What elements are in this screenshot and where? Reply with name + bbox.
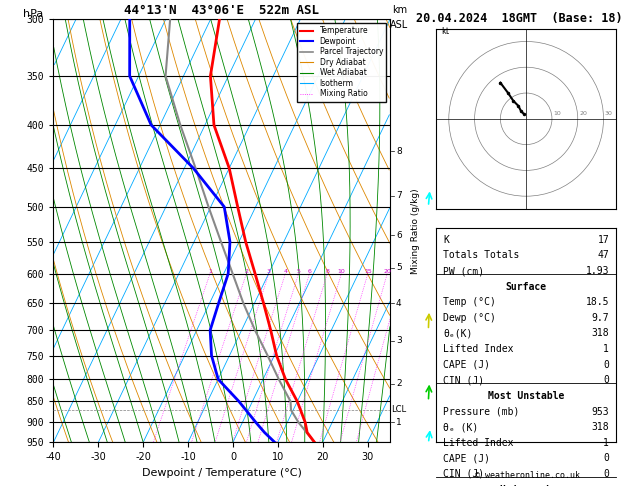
Text: 20: 20 <box>383 269 391 274</box>
Text: 5: 5 <box>396 263 402 272</box>
Text: Lifted Index: Lifted Index <box>443 438 514 448</box>
Text: Dewp (°C): Dewp (°C) <box>443 313 496 323</box>
Text: 18.5: 18.5 <box>586 297 610 307</box>
Text: 7: 7 <box>396 191 402 200</box>
Text: 30: 30 <box>605 111 613 116</box>
Text: 953: 953 <box>591 407 610 417</box>
Text: 9.7: 9.7 <box>591 313 610 323</box>
Text: 1: 1 <box>396 418 402 427</box>
Text: PW (cm): PW (cm) <box>443 266 484 276</box>
Text: 3: 3 <box>396 336 402 345</box>
Text: 1: 1 <box>208 269 212 274</box>
Text: LCL: LCL <box>391 405 406 415</box>
Text: 1: 1 <box>603 344 610 354</box>
Text: 0: 0 <box>603 453 610 463</box>
Title: 44°13'N  43°06'E  522m ASL: 44°13'N 43°06'E 522m ASL <box>124 4 320 17</box>
Text: 17: 17 <box>598 235 610 245</box>
Text: 4: 4 <box>283 269 287 274</box>
Text: CIN (J): CIN (J) <box>443 469 484 479</box>
Text: 0: 0 <box>603 360 610 370</box>
Text: 2: 2 <box>396 379 401 388</box>
Text: 0: 0 <box>603 469 610 479</box>
Text: Pressure (mb): Pressure (mb) <box>443 407 520 417</box>
Text: 1.93: 1.93 <box>586 266 610 276</box>
Text: CIN (J): CIN (J) <box>443 375 484 385</box>
Text: 10: 10 <box>338 269 345 274</box>
Text: 8: 8 <box>396 147 402 156</box>
Text: Lifted Index: Lifted Index <box>443 344 514 354</box>
Text: Hodograph: Hodograph <box>499 485 553 486</box>
Text: 5: 5 <box>296 269 301 274</box>
Text: km: km <box>392 5 407 15</box>
Text: 2: 2 <box>244 269 248 274</box>
Text: 3: 3 <box>267 269 271 274</box>
Text: θₑ (K): θₑ (K) <box>443 422 479 432</box>
Text: 8: 8 <box>325 269 329 274</box>
Text: ASL: ASL <box>390 20 409 30</box>
Text: kt: kt <box>441 27 449 36</box>
Text: 318: 318 <box>591 329 610 338</box>
Text: 6: 6 <box>396 230 402 240</box>
Text: K: K <box>443 235 449 245</box>
Text: 10: 10 <box>554 111 561 116</box>
Text: Surface: Surface <box>506 282 547 292</box>
Text: 15: 15 <box>364 269 372 274</box>
Text: 1: 1 <box>603 438 610 448</box>
Text: 20: 20 <box>579 111 587 116</box>
Text: 47: 47 <box>598 250 610 260</box>
Text: 4: 4 <box>396 298 401 308</box>
Text: Mixing Ratio (g/kg): Mixing Ratio (g/kg) <box>411 188 420 274</box>
Text: Most Unstable: Most Unstable <box>488 391 564 401</box>
Text: CAPE (J): CAPE (J) <box>443 453 490 463</box>
Text: CAPE (J): CAPE (J) <box>443 360 490 370</box>
Text: © weatheronline.co.uk: © weatheronline.co.uk <box>475 471 579 480</box>
X-axis label: Dewpoint / Temperature (°C): Dewpoint / Temperature (°C) <box>142 468 302 478</box>
Text: 318: 318 <box>591 422 610 432</box>
Text: Totals Totals: Totals Totals <box>443 250 520 260</box>
Text: Temp (°C): Temp (°C) <box>443 297 496 307</box>
Text: θₑ(K): θₑ(K) <box>443 329 472 338</box>
Text: 6: 6 <box>308 269 311 274</box>
Text: hPa: hPa <box>23 9 43 19</box>
Text: 20.04.2024  18GMT  (Base: 18): 20.04.2024 18GMT (Base: 18) <box>416 12 623 25</box>
Legend: Temperature, Dewpoint, Parcel Trajectory, Dry Adiabat, Wet Adiabat, Isotherm, Mi: Temperature, Dewpoint, Parcel Trajectory… <box>297 23 386 102</box>
Text: 0: 0 <box>603 375 610 385</box>
